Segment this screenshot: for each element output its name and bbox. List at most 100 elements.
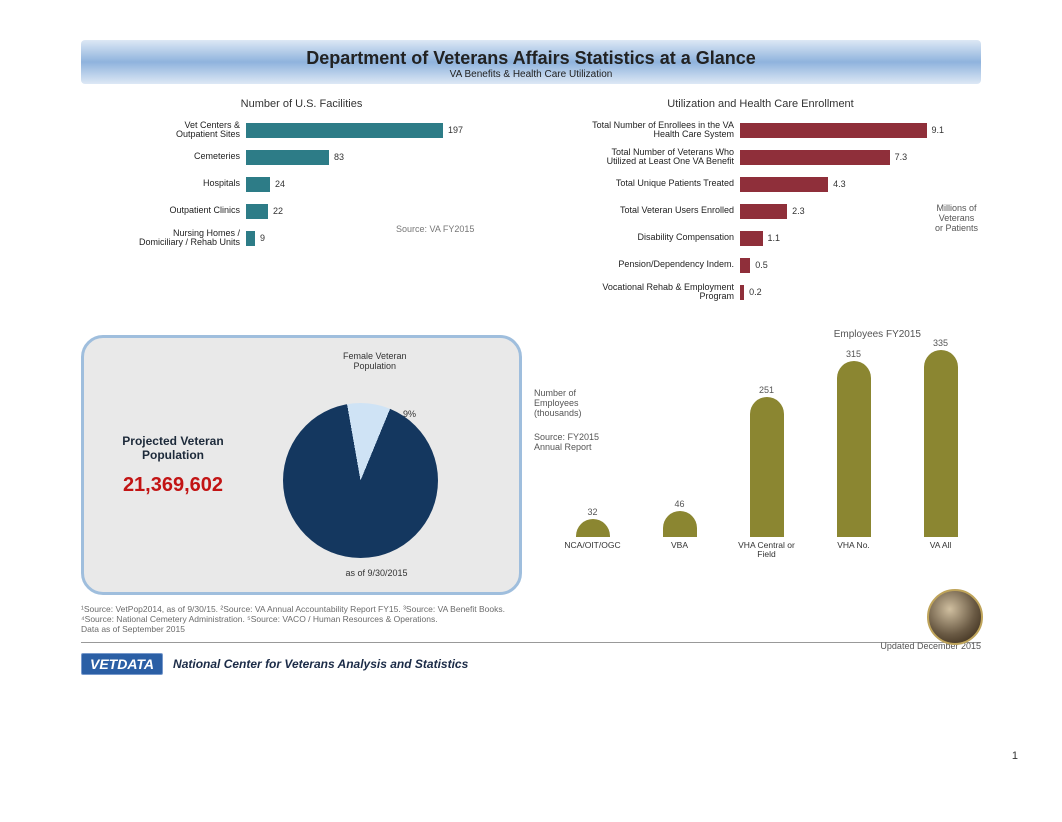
row-hbars: Number of U.S. Facilities Vet Centers &O…: [81, 98, 981, 309]
vbar-col: 46 VBA: [647, 499, 712, 559]
right-hbar-label: Total Veteran Users Enrolled: [540, 206, 740, 215]
vbar-bar: [837, 361, 871, 537]
population-col: Projected VeteranPopulation 21,369,602 F…: [81, 323, 522, 595]
population-box: Projected VeteranPopulation 21,369,602 F…: [81, 335, 522, 595]
right-hbar-bar: [740, 177, 828, 192]
right-hbar-bar: [740, 231, 763, 246]
footnote-3: Data as of September 2015: [81, 625, 761, 635]
vbar-value: 251: [759, 385, 774, 395]
right-hbar-bar: [740, 123, 927, 138]
row-lower: Projected VeteranPopulation 21,369,602 F…: [81, 323, 981, 595]
right-hbar-bar: [740, 150, 890, 165]
left-hbar-bar: [246, 177, 270, 192]
right-hbar-value: 2.3: [789, 204, 805, 219]
footnotes: ¹Source: VetPop2014, as of 9/30/15. ²Sou…: [81, 605, 761, 634]
right-hbar-row: Vocational Rehab & EmploymentProgram 0.2: [540, 282, 981, 302]
left-hbar-value: 9: [257, 231, 265, 246]
header-band: Department of Veterans Affairs Statistic…: [81, 40, 981, 84]
right-hbar-value: 7.3: [892, 150, 908, 165]
left-hbar-track: 83: [246, 150, 522, 165]
left-hbar-label: Outpatient Clinics: [81, 206, 246, 215]
vbar-bar: [576, 519, 610, 537]
right-hbar-row: Total Number of Veterans WhoUtilized at …: [540, 147, 981, 167]
footer-brand: VETDATA National Center for Veterans Ana…: [81, 653, 981, 675]
left-hbar-chart: Number of U.S. Facilities Vet Centers &O…: [81, 98, 522, 309]
population-caption: Projected VeteranPopulation: [98, 434, 248, 462]
right-hbar-bar: [740, 258, 750, 273]
header-subtitle: VA Benefits & Health Care Utilization: [81, 69, 981, 80]
page-number: 1: [1012, 750, 1018, 762]
right-hbar-label: Total Number of Veterans WhoUtilized at …: [540, 148, 740, 167]
footer-updated: Updated December 2015: [880, 641, 981, 651]
left-hbar-title: Number of U.S. Facilities: [81, 98, 522, 110]
vbar-title: Employees FY2015: [834, 329, 921, 340]
vbar-sidenote: Number ofEmployees(thousands): [534, 389, 618, 419]
vbar-label: NCA/OIT/OGC: [564, 541, 620, 559]
left-hbar-track: 24: [246, 177, 522, 192]
vbar-label: VHA No.: [837, 541, 870, 559]
vbar-value: 315: [846, 349, 861, 359]
left-hbar-row: Vet Centers &Outpatient Sites197: [81, 120, 522, 140]
vbar-sidenote2: Source: FY2015Annual Report: [534, 433, 618, 453]
vbar-bar: [924, 350, 958, 537]
footer-brand-text: National Center for Veterans Analysis an…: [173, 657, 468, 671]
right-hbar-value: 0.2: [746, 285, 762, 300]
vbar-label: VHA Central orField: [738, 541, 795, 559]
vbar-bar: [663, 511, 697, 537]
vbar-value: 32: [587, 507, 597, 517]
left-hbar-bar: [246, 204, 268, 219]
va-seal-icon: [927, 589, 983, 645]
right-hbar-label: Pension/Dependency Indem.: [540, 260, 740, 269]
vbar-col: 335 VA All: [908, 338, 973, 559]
left-hbar-track: 22: [246, 204, 522, 219]
right-hbar-track: 4.3: [740, 177, 981, 192]
left-hbar-bar: [246, 123, 443, 138]
left-hbar-label: Cemeteries: [81, 152, 246, 161]
vbar-value: 46: [674, 499, 684, 509]
page-root: Department of Veterans Affairs Statistic…: [81, 40, 981, 675]
right-hbar-bar: [740, 285, 744, 300]
right-hbar-label: Total Number of Enrollees in the VAHealt…: [540, 121, 740, 140]
footer-divider: Updated December 2015: [81, 642, 981, 643]
right-hbar-sidenote: Millions of Veteransor Patients: [932, 204, 981, 234]
left-hbar-track: 197: [246, 123, 522, 138]
vbar-value: 335: [933, 338, 948, 348]
pie-female-label: Female VeteranPopulation: [343, 352, 407, 372]
left-hbar-value: 83: [331, 150, 344, 165]
right-hbar-label: Vocational Rehab & EmploymentProgram: [540, 283, 740, 302]
right-hbar-track: 9.1: [740, 123, 981, 138]
vetdata-badge: VETDATA: [81, 653, 163, 675]
right-hbar-track: 0.5: [740, 258, 981, 273]
vbar-col: 251 VHA Central orField: [734, 385, 799, 559]
right-hbar-title: Utilization and Health Care Enrollment: [540, 98, 981, 110]
vbar-wrap: Employees FY2015 Number ofEmployees(thou…: [540, 349, 981, 559]
vbar-col: 315 VHA No.: [821, 349, 886, 559]
vbar-col: 32 NCA/OIT/OGC: [560, 507, 625, 559]
right-hbar-label: Total Unique Patients Treated: [540, 179, 740, 188]
right-hbar-value: 1.1: [765, 231, 781, 246]
left-hbar-label: Hospitals: [81, 179, 246, 188]
right-hbar-value: 4.3: [830, 177, 846, 192]
left-hbar-bar: [246, 150, 329, 165]
right-hbar-label: Disability Compensation: [540, 233, 740, 242]
right-hbar-track: 7.3: [740, 150, 981, 165]
left-hbar-track: 9: [246, 231, 522, 246]
left-hbar-source: Source: VA FY2015: [396, 224, 474, 234]
right-hbar-bar: [740, 204, 787, 219]
left-hbar-row: Hospitals24: [81, 174, 522, 194]
employees-vbar-chart: Employees FY2015 Number ofEmployees(thou…: [540, 323, 981, 595]
right-hbar-value: 9.1: [929, 123, 945, 138]
pie-chart: [283, 403, 438, 558]
pie-wrap: Female VeteranPopulation 9% as of 9/30/2…: [248, 348, 505, 582]
vbar-label: VBA: [671, 541, 688, 559]
right-hbar-row: Pension/Dependency Indem.0.5: [540, 255, 981, 275]
vbar-label: VA All: [930, 541, 952, 559]
left-hbar-row: Outpatient Clinics22: [81, 201, 522, 221]
right-hbar-row: Total Number of Enrollees in the VAHealt…: [540, 120, 981, 140]
right-hbar-row: Total Unique Patients Treated 4.3: [540, 174, 981, 194]
population-credit: as of 9/30/2015: [345, 568, 407, 578]
left-hbar-value: 197: [445, 123, 463, 138]
right-hbar-track: 0.2: [740, 285, 981, 300]
vbar-bar: [750, 397, 784, 537]
left-hbar-bar: [246, 231, 255, 246]
